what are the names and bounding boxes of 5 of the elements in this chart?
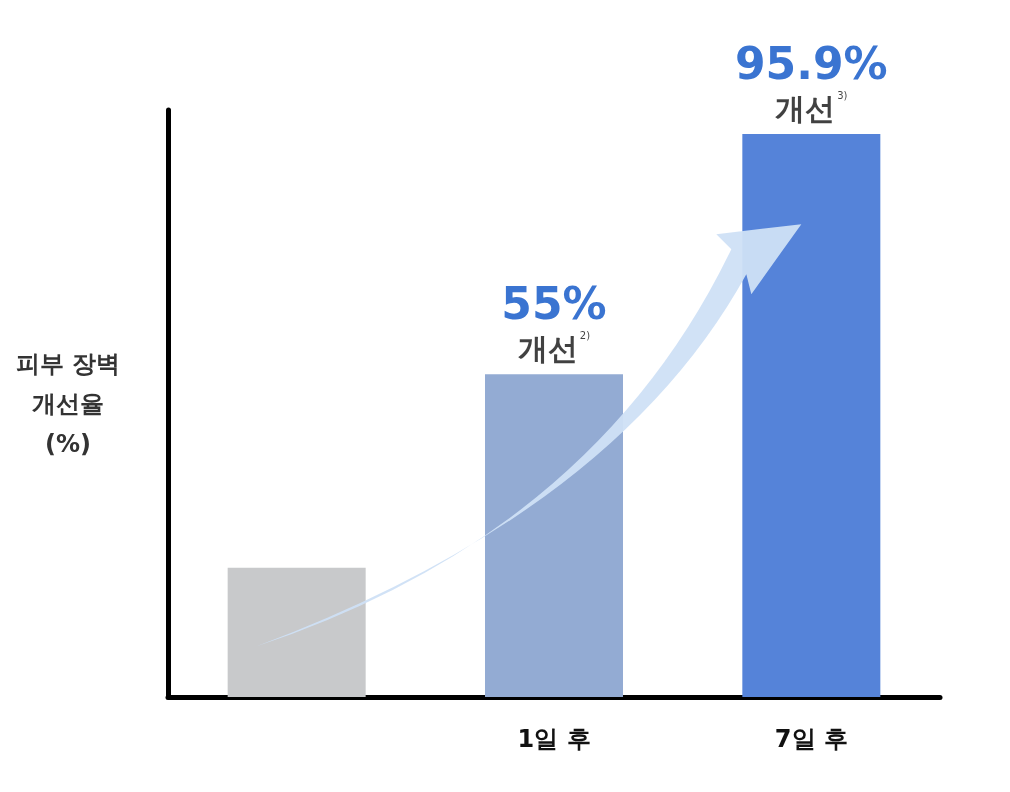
data-label: 95.9% [735, 37, 888, 89]
x-tick-label: 1일 후 [517, 725, 591, 753]
data-label: 55% [501, 277, 607, 329]
y-axis-title: 피부 장벽 개선율 (%) [15, 349, 121, 458]
x-tick-label: 7일 후 [774, 725, 848, 753]
